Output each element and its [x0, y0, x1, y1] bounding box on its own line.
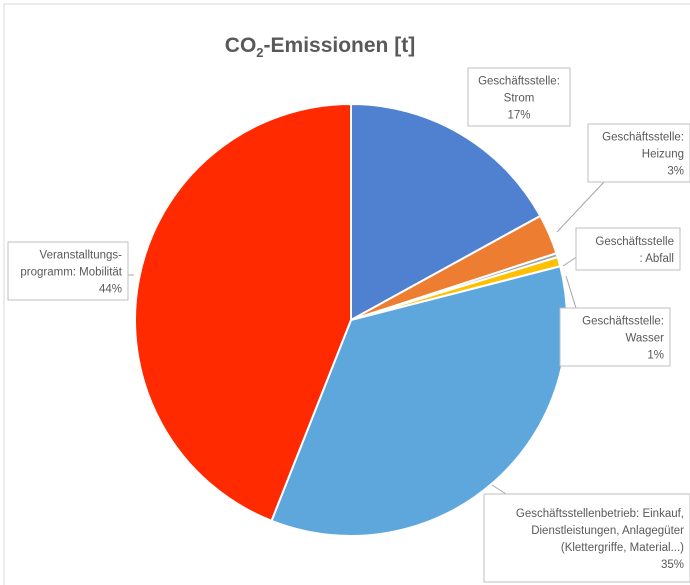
pie-slices [134, 102, 568, 537]
data-label-line: Geschäftsstelle [595, 236, 674, 248]
data-labels: Geschäftsstelle:Strom17%Geschäftsstelle:… [7, 67, 690, 583]
data-label-line: 35% [661, 559, 684, 571]
data-label-box-4 [483, 493, 690, 583]
data-label-box-3 [559, 307, 671, 367]
data-label-box-1 [587, 123, 690, 183]
data-label-4: Geschäftsstellenbetrieb: Einkauf, Dienstl… [483, 493, 690, 583]
data-label-line: 1% [647, 350, 664, 362]
data-label-line: programm: Mobilität [20, 267, 122, 279]
data-label-line: Geschäftsstellenbetrieb: Einkauf, [516, 508, 684, 520]
data-label-box-5 [7, 241, 129, 301]
data-label-line: : Abfall [639, 253, 674, 265]
data-label-line: Geschäftsstelle: [582, 316, 664, 328]
data-label-line: Veranstalltungs- [40, 250, 123, 262]
data-label-box-0 [467, 67, 571, 127]
leader-line-3 [565, 275, 577, 309]
data-label-0: Geschäftsstelle: Strom 17% [467, 67, 571, 127]
chart-title: CO2-Emissionen [t] [225, 34, 415, 60]
data-label-1: Geschäftsstelle: Heizung 3% [587, 123, 690, 183]
chart-title-subscript: 2 [256, 45, 263, 60]
chart-title-suffix: -Emissionen [t] [264, 34, 416, 57]
data-label-line: Dienstleistungen, Anlagegüter [531, 525, 684, 537]
data-label-line: 44% [99, 284, 122, 296]
leader-line-4 [491, 484, 507, 495]
data-label-2: Geschäftsstelle : Abfall [575, 227, 681, 271]
data-label-5: Veranstalltungs-programm: Mobilität 44% [7, 241, 129, 301]
data-label-line: Strom [504, 93, 535, 105]
data-label-box-2 [575, 227, 681, 271]
data-label-3: Geschäftsstelle: Wasser 1% [559, 307, 671, 367]
chart-title-prefix: CO [225, 34, 257, 57]
pie-slice-5 [134, 102, 352, 523]
data-label-line: Heizung [642, 149, 684, 161]
data-label-line: Wasser [625, 333, 664, 345]
leader-line-1 [556, 181, 605, 233]
data-label-line: (Klettergriffe, Material...) [561, 542, 684, 554]
data-label-line: Geschäftsstelle: [478, 76, 560, 88]
data-label-line: 17% [507, 110, 530, 122]
data-label-line: 3% [667, 166, 684, 178]
pie-slice-0 [350, 102, 542, 322]
data-label-line: Geschäftsstelle: [602, 132, 684, 144]
